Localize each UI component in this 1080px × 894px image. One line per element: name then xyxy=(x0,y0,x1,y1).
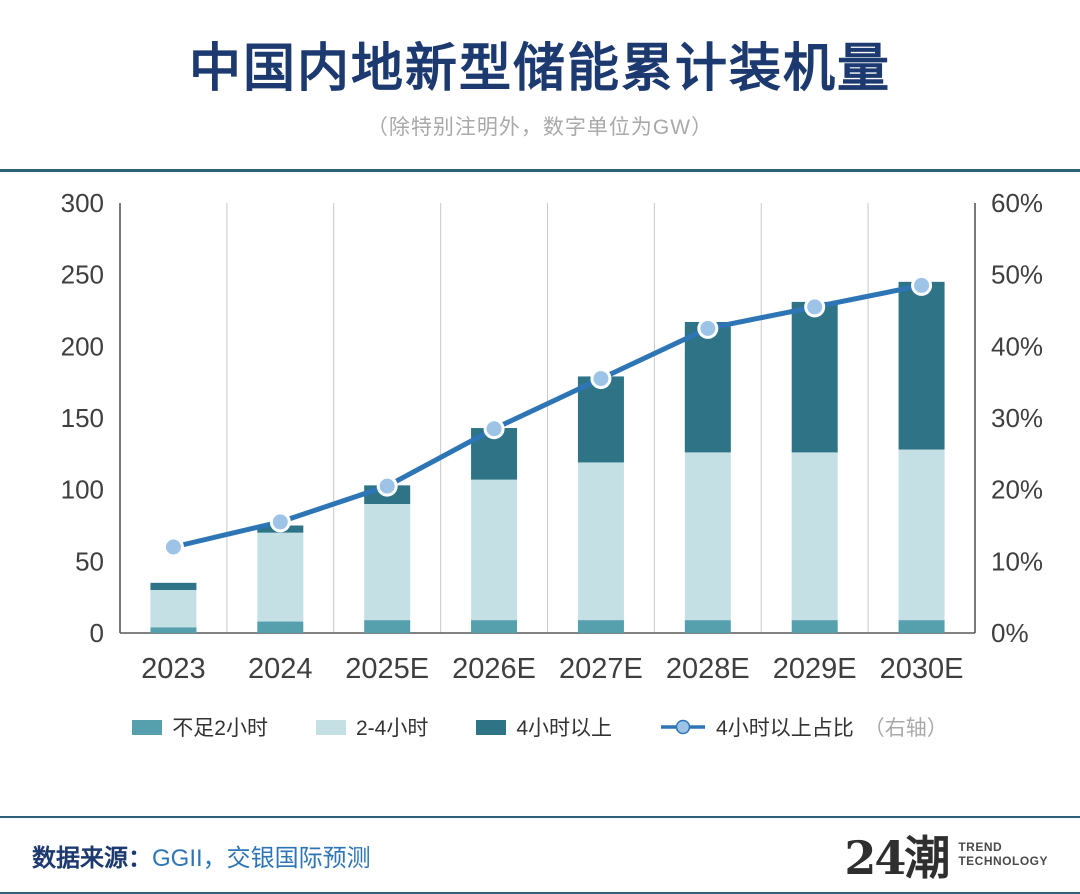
left-axis-tick: 300 xyxy=(61,188,104,218)
bar-segment xyxy=(898,449,945,621)
ratio-line xyxy=(170,282,925,550)
bar-segment xyxy=(791,452,838,621)
x-axis-label: 2024 xyxy=(248,653,313,685)
legend-line-marker-icon xyxy=(661,719,706,735)
legend-item: 不足2小时 xyxy=(132,712,268,742)
legend-swatch xyxy=(132,719,163,735)
chart-svg: 0 50 100 150 200 250 300 0% 10% 20% 30% 40% 50% 60% 20… xyxy=(61,188,1043,685)
bar-segment xyxy=(898,281,945,450)
footer-divider-bottom xyxy=(0,892,1080,894)
ratio-line-marker xyxy=(162,536,184,558)
page-title: 中国内地新型储能累计装机量 xyxy=(188,40,891,98)
ratio-line-marker xyxy=(804,296,826,318)
x-axis-label: 2023 xyxy=(141,653,206,685)
right-axis-tick: 0% xyxy=(991,618,1029,648)
ratio-line-marker xyxy=(911,274,933,296)
legend-label: 4小时以上占比 xyxy=(716,717,854,740)
right-axis-tick: 60% xyxy=(991,188,1043,218)
x-axis-label: 2028E xyxy=(666,653,750,685)
bar-segment xyxy=(791,301,838,453)
bar-segment xyxy=(577,462,624,621)
bar-segment xyxy=(364,620,411,633)
bar-segment xyxy=(684,321,731,453)
logo-sub-line1: TREND xyxy=(958,840,1003,855)
legend-label: 不足2小时 xyxy=(172,717,268,740)
bar-segment xyxy=(150,627,197,633)
ratio-line-marker xyxy=(590,368,612,390)
source-text: GGII，交银国际预测 xyxy=(152,844,371,872)
header: 中国内地新型储能累计装机量 （除特别注明外，数字单位为GW） xyxy=(0,0,1080,169)
bar-segment xyxy=(150,582,197,590)
legend-label: 4小时以上 xyxy=(516,717,613,740)
left-axis-tick: 150 xyxy=(61,403,104,433)
installed-capacity-chart: 0 50 100 150 200 250 300 0% 10% 20% 30% 40% 50% 60% 20… xyxy=(25,178,1055,698)
legend-item: 4小时以上占比 （右轴） xyxy=(660,712,948,742)
legend-label-note: （右轴） xyxy=(863,717,948,740)
bar-segment xyxy=(364,504,411,621)
bar-segment xyxy=(684,452,731,621)
legend-label: 2-4小时 xyxy=(355,717,429,740)
right-axis-tick: 10% xyxy=(991,546,1043,576)
bar-segment xyxy=(684,620,731,633)
x-axis-label: 2025E xyxy=(345,653,429,685)
footer: 数据来源：GGII，交银国际预测 24潮 TREND TECHNOLOGY xyxy=(0,818,1080,892)
bar-segment xyxy=(150,590,197,628)
ratio-line-marker xyxy=(376,475,398,497)
x-axis-label: 2030E xyxy=(880,653,964,685)
bar-segment xyxy=(898,620,945,633)
right-axis-tick: 20% xyxy=(991,475,1043,505)
brand-logo: 24潮 TREND TECHNOLOGY xyxy=(844,822,1048,888)
legend-swatch xyxy=(315,719,346,735)
ratio-line-marker xyxy=(483,418,505,440)
legend-swatch xyxy=(476,719,507,735)
footer-divider-top xyxy=(0,816,1080,818)
x-axis-label: 2029E xyxy=(773,653,857,685)
right-axis-tick: 50% xyxy=(991,260,1043,290)
bar-segment xyxy=(577,620,624,633)
data-source: 数据来源：GGII，交银国际预测 xyxy=(32,838,371,873)
page-subtitle: （除特别注明外，数字单位为GW） xyxy=(366,116,714,139)
legend-item: 4小时以上 xyxy=(476,712,612,742)
legend-item: 2-4小时 xyxy=(315,712,429,742)
x-axis-label: 2027E xyxy=(559,653,643,685)
left-axis-tick: 250 xyxy=(61,260,104,290)
bar-segment xyxy=(471,620,518,633)
chart-legend: 不足2小时 2-4小时 4小时以上 4小时以上占比 （右轴） xyxy=(132,712,948,742)
x-axis-label: 2026E xyxy=(452,653,536,685)
bar-segment xyxy=(257,532,304,622)
logo-subtext: TREND TECHNOLOGY xyxy=(958,840,1048,869)
left-axis-tick: 100 xyxy=(61,475,104,505)
right-axis-tick: 40% xyxy=(991,331,1043,361)
bar-segment xyxy=(471,479,518,621)
source-label: 数据来源： xyxy=(32,844,152,872)
right-axis-tick: 30% xyxy=(991,403,1043,433)
bar-segment xyxy=(257,621,304,633)
left-axis-tick: 50 xyxy=(75,546,104,576)
left-axis-tick: 200 xyxy=(61,331,104,361)
ratio-line-marker xyxy=(269,511,291,533)
logo-text: 24潮 xyxy=(844,831,950,885)
ratio-line-marker xyxy=(697,317,719,339)
bar-segment xyxy=(791,620,838,633)
left-axis-tick: 0 xyxy=(90,618,104,648)
chart-section: 0 50 100 150 200 250 300 0% 10% 20% 30% 40% 50% 60% 20… xyxy=(0,172,1080,816)
header-divider xyxy=(0,169,1080,172)
logo-sub-line2: TECHNOLOGY xyxy=(958,854,1048,868)
bar-segment xyxy=(577,376,624,463)
